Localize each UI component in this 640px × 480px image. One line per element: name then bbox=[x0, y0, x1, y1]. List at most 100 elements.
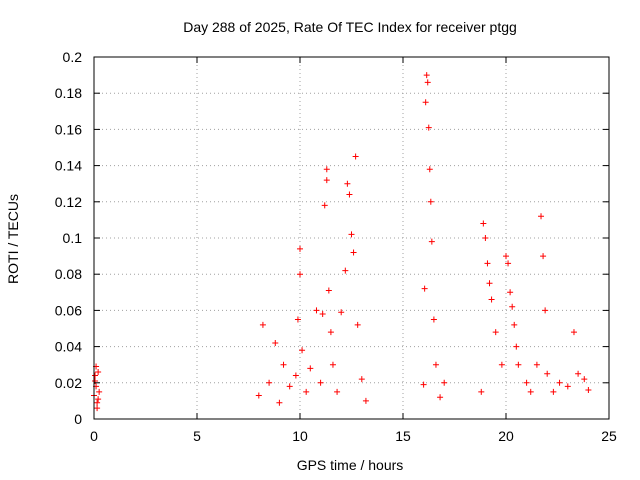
y-tick-label: 0.16 bbox=[55, 121, 82, 137]
data-point bbox=[313, 307, 320, 314]
data-point bbox=[323, 177, 330, 184]
data-point bbox=[338, 309, 345, 316]
y-tick-label: 0.02 bbox=[55, 375, 82, 391]
y-tick-label: 0.14 bbox=[55, 158, 82, 174]
data-point bbox=[511, 321, 518, 328]
data-point bbox=[297, 245, 303, 252]
x-tick-label: 0 bbox=[90, 428, 98, 444]
data-point bbox=[352, 153, 359, 160]
data-point bbox=[480, 220, 487, 227]
data-point bbox=[286, 383, 293, 390]
data-point bbox=[297, 271, 303, 278]
axis-ticks: 0 5 10 15 20 25 0 0.02 0.04 0.06 0.08 0.1 0.12 0.14 0.… bbox=[55, 49, 617, 444]
data-point bbox=[420, 381, 427, 388]
y-tick-label: 0 bbox=[74, 411, 82, 427]
data-point bbox=[484, 260, 491, 267]
data-point bbox=[294, 316, 301, 323]
data-point bbox=[441, 379, 448, 386]
data-point bbox=[478, 388, 485, 395]
data-point bbox=[503, 253, 509, 260]
data-point bbox=[95, 396, 102, 403]
x-tick-label: 15 bbox=[395, 428, 411, 444]
data-point bbox=[276, 399, 283, 406]
data-point bbox=[317, 379, 324, 386]
data-point bbox=[423, 72, 430, 79]
data-point bbox=[358, 376, 365, 383]
data-point bbox=[428, 238, 435, 245]
data-point bbox=[319, 311, 326, 318]
y-axis-label: ROTI / TECUs bbox=[5, 194, 21, 284]
data-point bbox=[492, 329, 499, 336]
x-axis-label: GPS time / hours bbox=[297, 457, 404, 473]
y-tick-label: 0.2 bbox=[63, 49, 83, 65]
y-tick-label: 0.1 bbox=[63, 230, 83, 246]
data-point bbox=[292, 372, 299, 379]
data-point bbox=[266, 379, 273, 386]
grid-lines bbox=[94, 57, 609, 419]
data-point bbox=[427, 198, 434, 205]
x-tick-label: 25 bbox=[601, 428, 617, 444]
data-point bbox=[96, 388, 103, 395]
data-point bbox=[346, 191, 353, 198]
data-point bbox=[255, 392, 262, 399]
data-point bbox=[509, 303, 516, 310]
data-point bbox=[362, 397, 369, 404]
y-tick-label: 0.12 bbox=[55, 194, 82, 210]
data-point bbox=[437, 394, 444, 401]
data-point bbox=[550, 388, 557, 395]
data-point bbox=[564, 383, 571, 390]
data-point bbox=[575, 370, 582, 377]
data-point bbox=[342, 267, 349, 274]
x-tick-label: 5 bbox=[193, 428, 201, 444]
data-point bbox=[432, 361, 439, 368]
data-point bbox=[344, 180, 351, 187]
data-point bbox=[329, 361, 336, 368]
data-point bbox=[505, 260, 512, 267]
data-point bbox=[259, 321, 266, 328]
data-point bbox=[542, 307, 549, 314]
data-point bbox=[426, 166, 433, 173]
chart-title: Day 288 of 2025, Rate Of TEC Index for r… bbox=[183, 19, 517, 35]
data-point bbox=[581, 376, 588, 383]
data-point bbox=[556, 379, 563, 386]
data-point bbox=[585, 387, 592, 394]
data-point bbox=[280, 361, 287, 368]
y-tick-label: 0.08 bbox=[55, 266, 82, 282]
data-point bbox=[507, 289, 514, 296]
x-tick-label: 20 bbox=[498, 428, 514, 444]
data-point bbox=[498, 361, 505, 368]
data-point bbox=[486, 280, 493, 287]
data-point bbox=[94, 405, 101, 412]
data-point bbox=[513, 343, 520, 350]
data-point bbox=[323, 166, 330, 173]
data-point bbox=[325, 287, 332, 294]
data-point bbox=[430, 316, 437, 323]
data-point bbox=[299, 347, 306, 354]
data-point bbox=[425, 124, 432, 131]
data-point bbox=[307, 365, 314, 372]
data-point bbox=[95, 368, 102, 375]
data-point bbox=[272, 339, 279, 346]
data-point bbox=[348, 231, 355, 238]
y-tick-label: 0.06 bbox=[55, 302, 82, 318]
data-points bbox=[91, 72, 592, 412]
data-point bbox=[523, 379, 530, 386]
data-point bbox=[540, 253, 547, 260]
data-point bbox=[354, 321, 361, 328]
data-point bbox=[527, 388, 534, 395]
data-point bbox=[92, 372, 99, 379]
data-point bbox=[350, 249, 357, 256]
data-point bbox=[94, 399, 101, 406]
data-point bbox=[515, 361, 522, 368]
x-tick-label: 10 bbox=[292, 428, 308, 444]
data-point bbox=[488, 296, 495, 303]
data-point bbox=[303, 388, 310, 395]
data-point bbox=[570, 329, 577, 336]
data-point bbox=[327, 329, 334, 336]
data-point bbox=[533, 361, 540, 368]
data-point bbox=[321, 202, 328, 209]
data-point bbox=[482, 235, 489, 241]
data-point bbox=[544, 370, 551, 377]
data-point bbox=[421, 285, 428, 292]
data-point bbox=[334, 388, 341, 395]
